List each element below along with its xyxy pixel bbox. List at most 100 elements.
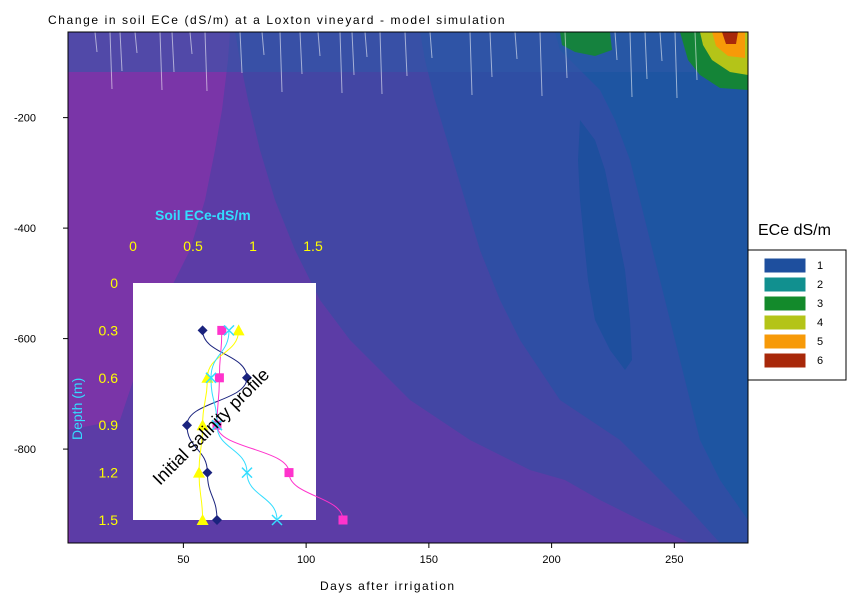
contour-streak	[351, 32, 355, 76]
y-tick-label: -200	[14, 113, 36, 125]
contour-streak	[404, 32, 408, 77]
contour-streak	[614, 32, 618, 61]
inset-series-line	[186, 330, 248, 521]
legend-swatch	[763, 352, 807, 369]
contour-band-high-deep	[578, 120, 632, 370]
legend-swatch	[763, 295, 807, 312]
contour-streak	[261, 32, 265, 56]
inset-marker-square	[217, 325, 227, 335]
inset-y-tick-label: 0.6	[99, 370, 119, 386]
inset-marker-x	[211, 419, 223, 431]
contour-streak	[171, 32, 175, 73]
inset-x-axis-label: Soil ECe-dS/m	[155, 207, 251, 223]
y-tick-label: -800	[14, 444, 36, 456]
contour-streak	[239, 32, 243, 74]
x-tick-label: 250	[665, 554, 683, 566]
inset-marker-x	[223, 324, 235, 336]
chart-title: Change in soil ECe (dS/m) at a Loxton vi…	[48, 13, 506, 27]
x-tick-label: 200	[542, 554, 560, 566]
legend-swatch	[763, 333, 807, 350]
contour-streak	[204, 32, 208, 92]
contour-streak	[189, 32, 193, 55]
inset-marker-diamond	[242, 372, 252, 383]
y-tick-label: -400	[14, 223, 36, 235]
legend-title: ECe dS/m	[758, 222, 831, 239]
x-axis: 50 100 150 200 250	[177, 543, 684, 566]
y-tick-label: -600	[14, 334, 36, 346]
legend-label: 4	[817, 317, 823, 329]
contour-streak	[339, 32, 343, 94]
contour-surface-band	[68, 32, 748, 72]
inset-marker-diamond	[197, 325, 208, 336]
contour-streak	[659, 32, 663, 62]
inset-x-ticks: 0 0.5 1 1.5	[129, 238, 323, 254]
contour-band-high	[555, 32, 748, 520]
inset-marker-triangle	[232, 324, 245, 336]
contour-streak	[317, 32, 321, 57]
inset-x-tick-label: 1.5	[303, 238, 323, 254]
inset-y-ticks: 0 0.3 0.6 0.9 1.2 1.5	[99, 275, 119, 528]
legend-label: 2	[817, 279, 823, 291]
inset-marker-x	[241, 467, 253, 479]
contour-streak	[119, 32, 123, 72]
y-axis: -200 -400 -600 -800	[14, 113, 68, 456]
inset-y-tick-label: 0	[110, 275, 118, 291]
legend-label: 3	[817, 298, 823, 310]
inset-marker-diamond	[182, 420, 192, 431]
x-tick-label: 100	[297, 554, 315, 566]
x-axis-label: Days after irrigation	[320, 579, 456, 593]
contour-streak	[159, 32, 163, 91]
x-tick-label: 150	[420, 554, 438, 566]
inset-marker-diamond	[202, 467, 213, 478]
inset-x-tick-label: 0	[129, 238, 137, 254]
contour-streak	[469, 32, 473, 96]
contour-streak	[379, 32, 383, 95]
inset-marker-triangle	[201, 371, 214, 383]
inset-marker-square	[214, 373, 224, 383]
x-tick-label: 50	[177, 554, 189, 566]
inset-marker-triangle	[196, 514, 209, 525]
contour-streak	[694, 32, 698, 81]
contour-surface-green	[560, 32, 612, 56]
inset-marker-square	[284, 468, 294, 478]
contour-streak	[134, 32, 138, 54]
contour-streak	[514, 32, 518, 60]
contour-streak	[629, 32, 633, 98]
contour-streaks	[94, 32, 698, 99]
inset-marker-square	[338, 515, 348, 525]
contour-streak	[94, 32, 98, 53]
contour-streak	[364, 32, 368, 58]
contour-streak	[674, 32, 678, 99]
inset-plot-area	[133, 283, 316, 520]
contour-streak	[279, 32, 283, 93]
contour-streak	[539, 32, 543, 97]
inset-marker-triangle	[193, 466, 205, 478]
inset-marker-x	[271, 514, 283, 526]
inset-chart: Soil ECe-dS/m Depth (m) 0 0.5 1 1.5 0 0.3 0.6…	[69, 207, 348, 528]
contour-streak	[109, 32, 113, 90]
contour-streak	[564, 32, 568, 79]
contour-streak	[644, 32, 648, 80]
legend-label: 5	[817, 336, 823, 348]
inset-y-tick-label: 1.2	[99, 465, 119, 481]
inset-marker-triangle	[196, 419, 209, 431]
legend: ECe dS/m 1 2 3 4 5 6	[747, 222, 847, 381]
contour-streak	[299, 32, 303, 75]
inset-x-tick-label: 0.5	[183, 238, 203, 254]
inset-marker-diamond	[212, 515, 222, 525]
inset-y-axis-label: Depth (m)	[69, 378, 85, 440]
legend-swatch	[763, 314, 807, 331]
contour-streak	[489, 32, 493, 78]
inset-x-tick-label: 1	[249, 238, 257, 254]
inset-y-tick-label: 0.3	[99, 322, 119, 338]
legend-label: 1	[817, 260, 823, 272]
inset-marker-x	[205, 372, 217, 384]
inset-y-tick-label: 1.5	[99, 512, 119, 528]
legend-swatch	[763, 276, 807, 293]
inset-series	[182, 324, 348, 526]
legend-label: 6	[817, 355, 823, 367]
inset-y-tick-label: 0.9	[99, 417, 119, 433]
contour-surface-red	[722, 32, 738, 44]
contour-streak	[429, 32, 433, 59]
